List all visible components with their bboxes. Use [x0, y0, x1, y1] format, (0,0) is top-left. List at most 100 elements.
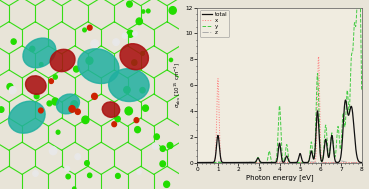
y: [359, 89, 364, 91]
Circle shape: [42, 79, 48, 84]
total: [237, 161, 242, 164]
Circle shape: [7, 84, 13, 90]
Circle shape: [87, 173, 92, 178]
Ellipse shape: [23, 38, 56, 68]
Circle shape: [38, 108, 43, 113]
Circle shape: [146, 9, 150, 13]
x: [356, 161, 361, 164]
Circle shape: [132, 60, 137, 65]
Circle shape: [142, 105, 148, 111]
total: [195, 161, 200, 164]
total: [224, 161, 228, 164]
Circle shape: [152, 143, 158, 149]
Legend: total, x, y, z: total, x, y, z: [200, 10, 229, 37]
Circle shape: [140, 88, 145, 93]
Circle shape: [56, 130, 60, 134]
Circle shape: [65, 166, 70, 171]
y: [214, 161, 218, 164]
Y-axis label: $\sigma_{abs}$ [$10^{15}$ cm$^{-1}$]: $\sigma_{abs}$ [$10^{15}$ cm$^{-1}$]: [173, 62, 183, 108]
Circle shape: [34, 94, 39, 99]
Circle shape: [133, 31, 137, 36]
y: [258, 161, 263, 163]
x: [258, 161, 263, 164]
z: [195, 161, 200, 164]
Circle shape: [75, 109, 80, 114]
Circle shape: [87, 25, 92, 30]
Circle shape: [124, 87, 130, 93]
z: [338, 160, 343, 162]
Circle shape: [92, 93, 97, 99]
X-axis label: Photon energy [eV]: Photon energy [eV]: [246, 174, 313, 181]
x: [214, 138, 218, 140]
Circle shape: [115, 116, 120, 122]
total: [338, 156, 343, 158]
Circle shape: [69, 106, 75, 112]
Circle shape: [160, 146, 165, 151]
Circle shape: [115, 174, 120, 178]
Line: y: y: [197, 8, 362, 163]
y: [195, 161, 200, 164]
z: [339, 160, 343, 162]
Circle shape: [154, 134, 159, 139]
z: [224, 161, 228, 164]
Line: z: z: [197, 161, 362, 163]
x: [316, 56, 321, 58]
x: [259, 161, 264, 164]
Circle shape: [73, 66, 79, 72]
total: [356, 160, 361, 162]
y: [224, 161, 228, 164]
Circle shape: [127, 1, 132, 7]
x: [195, 161, 200, 164]
Circle shape: [66, 174, 70, 179]
Circle shape: [136, 18, 142, 25]
Circle shape: [169, 58, 173, 62]
total: [343, 99, 348, 101]
Circle shape: [141, 52, 144, 55]
Circle shape: [112, 122, 117, 127]
Ellipse shape: [50, 49, 75, 72]
Circle shape: [52, 98, 59, 105]
Circle shape: [73, 187, 76, 189]
Ellipse shape: [56, 94, 79, 114]
y: [265, 159, 270, 161]
Circle shape: [134, 118, 139, 123]
Circle shape: [85, 161, 89, 166]
Ellipse shape: [108, 69, 149, 101]
z: [356, 161, 361, 164]
Circle shape: [47, 101, 52, 106]
Circle shape: [137, 170, 141, 174]
Circle shape: [169, 7, 176, 14]
Ellipse shape: [25, 76, 46, 94]
Circle shape: [86, 57, 93, 64]
Circle shape: [39, 63, 43, 66]
Circle shape: [142, 10, 145, 13]
Circle shape: [164, 181, 170, 187]
Circle shape: [125, 107, 132, 115]
z: [359, 161, 364, 164]
Circle shape: [127, 30, 134, 37]
Circle shape: [71, 101, 77, 108]
y: [338, 147, 343, 150]
x: [224, 161, 228, 164]
y: [355, 6, 359, 9]
Circle shape: [53, 75, 57, 79]
Circle shape: [49, 147, 57, 155]
x: [339, 161, 343, 164]
Circle shape: [75, 154, 80, 160]
Line: x: x: [197, 57, 362, 163]
Circle shape: [11, 39, 16, 44]
Ellipse shape: [8, 101, 45, 133]
total: [258, 161, 263, 163]
z: [258, 161, 263, 164]
x: [359, 161, 364, 164]
Circle shape: [167, 143, 173, 148]
Line: total: total: [197, 100, 362, 163]
Circle shape: [30, 46, 35, 52]
Circle shape: [49, 79, 54, 84]
x: [265, 161, 270, 164]
z: [214, 161, 218, 163]
Circle shape: [91, 40, 99, 48]
Circle shape: [113, 39, 119, 45]
Ellipse shape: [120, 44, 148, 70]
total: [214, 149, 218, 151]
